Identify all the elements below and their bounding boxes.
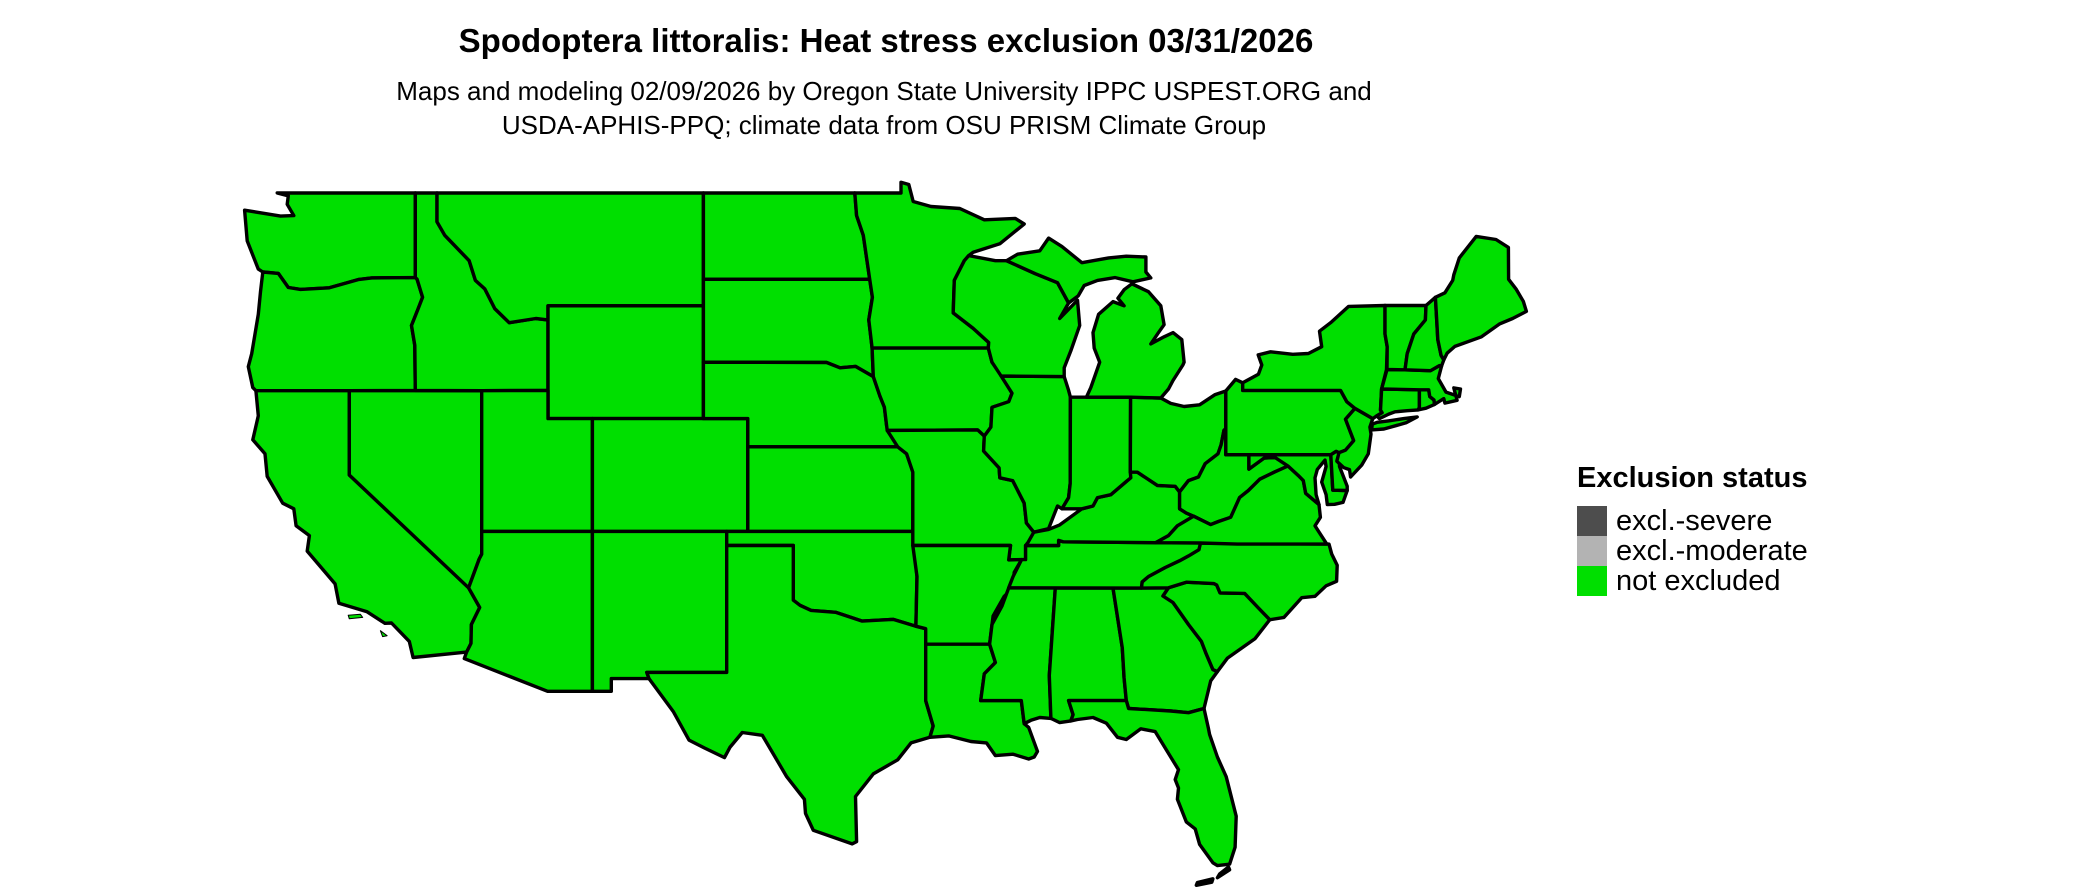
- page-subtitle: Maps and modeling 02/09/2026 by Oregon S…: [396, 74, 1372, 142]
- legend-item-not-excluded: not excluded: [1577, 566, 1808, 596]
- state-nd: [701, 191, 872, 281]
- subtitle-line-1: Maps and modeling 02/09/2026 by Oregon S…: [396, 76, 1372, 106]
- subtitle-line-2: USDA-APHIS-PPQ; climate data from OSU PR…: [501, 110, 1267, 140]
- legend-label-moderate: excl.-moderate: [1616, 535, 1808, 567]
- legend-item-severe: excl.-severe: [1577, 506, 1808, 536]
- state-wy: [546, 304, 706, 421]
- legend-swatch-moderate: [1577, 536, 1607, 566]
- state-nm: [590, 529, 729, 693]
- state-md: [1247, 453, 1349, 507]
- legend: Exclusion status excl.-severe excl.-mode…: [1577, 462, 1808, 596]
- state-ks: [746, 445, 915, 534]
- state-or: [246, 270, 425, 393]
- state-tx: [645, 543, 935, 846]
- legend-swatch-not-excluded: [1577, 566, 1607, 596]
- state-ct: [1375, 387, 1422, 421]
- legend-label-not-excluded: not excluded: [1616, 565, 1781, 597]
- state-wi: [951, 253, 1082, 379]
- state-mi: [1004, 236, 1186, 400]
- state-az: [462, 529, 595, 693]
- legend-swatch-severe: [1577, 506, 1607, 536]
- legend-item-moderate: excl.-moderate: [1577, 536, 1808, 566]
- state-me: [1433, 234, 1529, 362]
- legend-label-severe: excl.-severe: [1616, 505, 1773, 537]
- state-fl: [1066, 698, 1238, 887]
- legend-title: Exclusion status: [1577, 462, 1808, 494]
- page-title: Spodoptera littoralis: Heat stress exclu…: [458, 22, 1314, 59]
- state-ar: [911, 543, 1024, 646]
- state-co: [590, 416, 750, 534]
- small-islands: [347, 613, 388, 638]
